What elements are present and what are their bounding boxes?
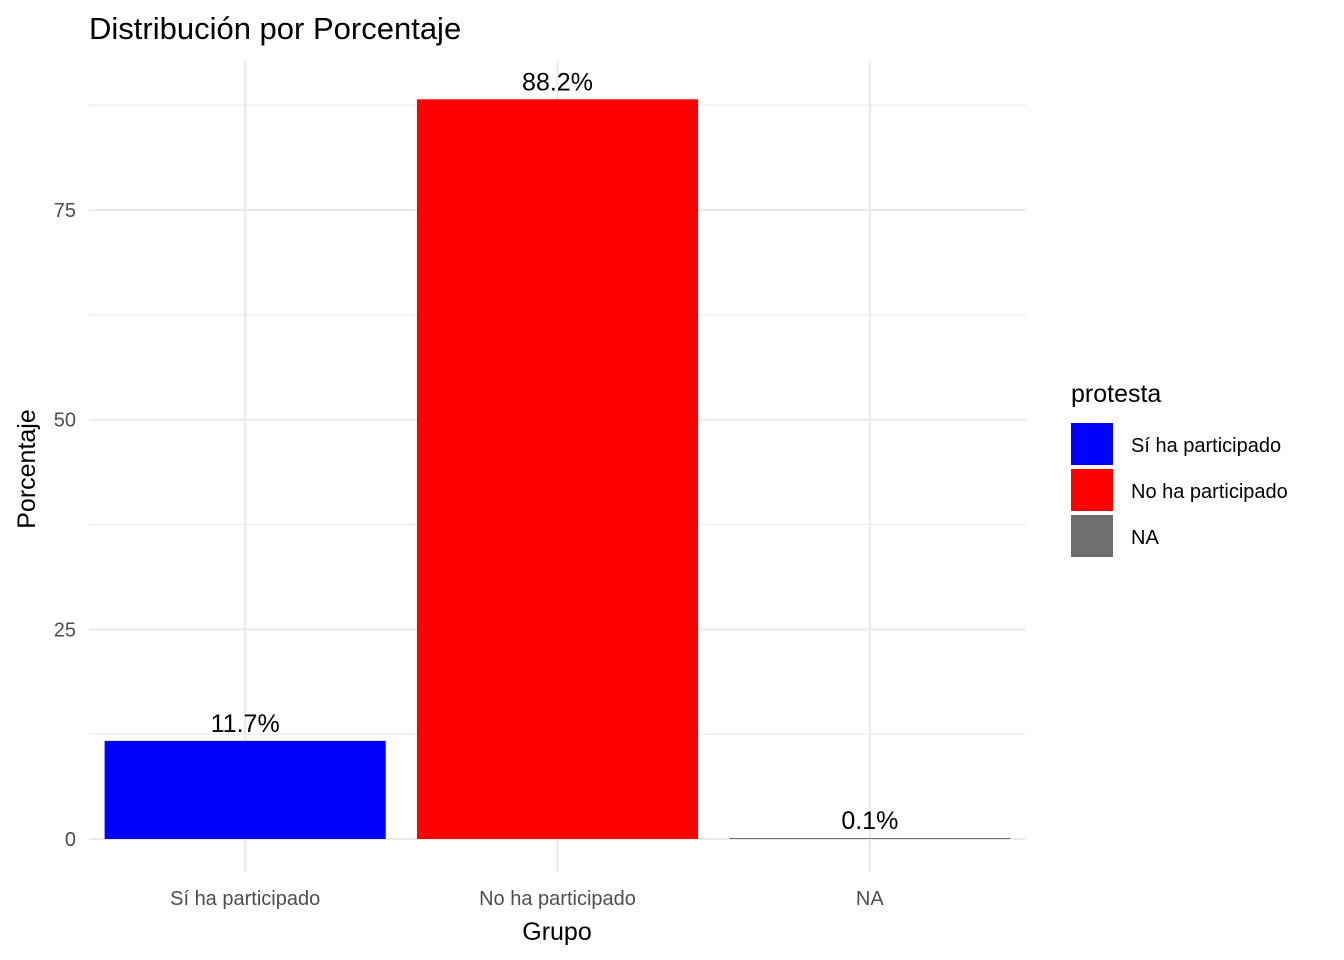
legend-title: protesta <box>1071 380 1161 408</box>
x-tick-label: No ha participado <box>479 888 636 910</box>
legend-label: NA <box>1131 527 1159 549</box>
y-tick-label: 50 <box>54 410 76 432</box>
data-label: 88.2% <box>522 68 593 96</box>
bar <box>104 740 386 839</box>
legend-label: No ha participado <box>1131 481 1288 503</box>
y-tick-label: 75 <box>54 200 76 222</box>
data-labels: 11.7% 88.2% 0.1% <box>211 68 899 835</box>
y-axis-title: Porcentaje <box>13 409 41 529</box>
bar <box>729 838 1011 839</box>
data-label: 0.1% <box>841 807 898 835</box>
x-axis-title: Grupo <box>522 918 591 946</box>
legend-key <box>1071 469 1113 511</box>
data-label: 11.7% <box>211 710 280 738</box>
legend: protesta Sí ha participado No ha particip… <box>1071 380 1288 557</box>
y-tick-label: 25 <box>54 619 76 641</box>
x-tick-label: Sí ha participado <box>170 888 320 910</box>
legend-label: Sí ha participado <box>1131 435 1281 457</box>
legend-items: Sí ha participado No ha participado NA <box>1071 423 1288 557</box>
bars <box>104 99 1011 839</box>
x-axis-ticks: Sí ha participado No ha participado NA <box>170 888 884 910</box>
y-tick-label: 0 <box>65 829 76 851</box>
legend-key <box>1071 423 1113 465</box>
legend-key <box>1071 515 1113 557</box>
bar <box>416 99 699 839</box>
x-tick-label: NA <box>856 888 884 910</box>
chart-title: Distribución por Porcentaje <box>89 11 461 46</box>
y-axis-ticks: 0 25 50 75 <box>54 200 76 851</box>
